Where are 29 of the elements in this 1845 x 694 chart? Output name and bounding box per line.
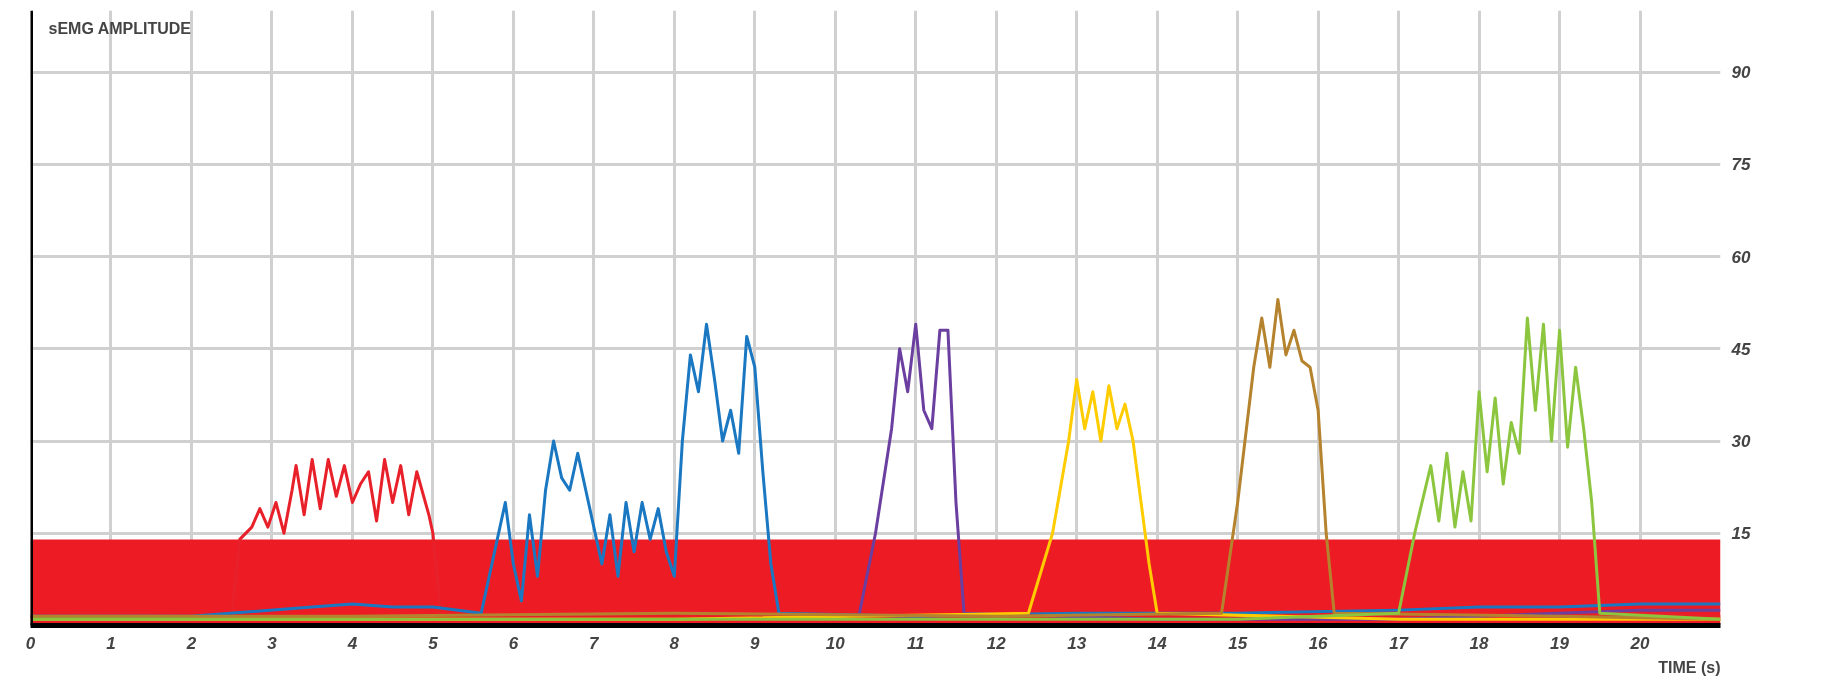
x-tick-label: 11 bbox=[906, 633, 925, 653]
x-tick-label: 13 bbox=[1067, 633, 1087, 653]
y-tick-label: 30 bbox=[1731, 432, 1751, 451]
x-tick-label: 10 bbox=[825, 633, 846, 653]
y-axis-title: sEMG AMPLITUDE bbox=[48, 19, 192, 37]
x-tick-label: 2 bbox=[185, 633, 197, 653]
x-tick-label: 4 bbox=[346, 633, 358, 653]
y-tick-label: 15 bbox=[1731, 524, 1751, 544]
y-tick-label: 90 bbox=[1731, 63, 1751, 82]
x-tick-label: 7 bbox=[589, 633, 601, 653]
x-tick-label: 16 bbox=[1308, 633, 1329, 653]
x-tick-label: 8 bbox=[669, 633, 680, 653]
x-tick-label: 12 bbox=[986, 633, 1007, 653]
x-tick-label: 0 bbox=[25, 633, 36, 653]
y-tick-label: 75 bbox=[1731, 155, 1751, 175]
x-tick-label: 20 bbox=[1629, 633, 1651, 653]
x-tick-label: 3 bbox=[267, 633, 278, 653]
y-tick-label: 45 bbox=[1730, 339, 1751, 359]
x-tick-label: 18 bbox=[1469, 633, 1490, 653]
x-tick-label: 9 bbox=[750, 633, 761, 653]
x-tick-label: 15 bbox=[1228, 633, 1248, 653]
x-tick-label: 1 bbox=[106, 633, 116, 653]
x-tick-label: 17 bbox=[1389, 633, 1410, 653]
y-tick-label: 60 bbox=[1731, 247, 1751, 267]
x-tick-label: 5 bbox=[428, 633, 439, 653]
x-tick-label: 14 bbox=[1147, 633, 1168, 653]
x-axis-title: TIME (s) bbox=[1658, 658, 1721, 676]
x-tick-label: 6 bbox=[508, 633, 519, 653]
x-tick-label: 19 bbox=[1550, 633, 1570, 653]
